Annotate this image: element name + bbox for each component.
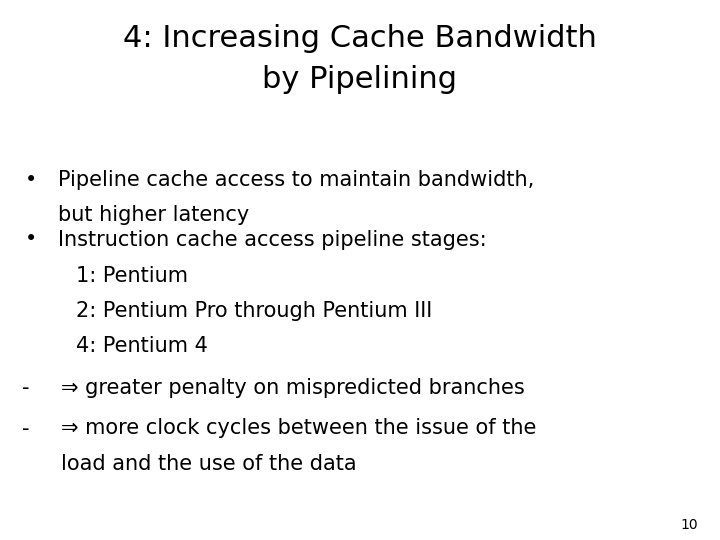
Text: 4: Increasing Cache Bandwidth
by Pipelining: 4: Increasing Cache Bandwidth by Pipelin… <box>123 24 597 94</box>
Text: ⇒ greater penalty on mispredicted branches: ⇒ greater penalty on mispredicted branch… <box>61 378 525 398</box>
Text: 1: Pentium: 1: Pentium <box>76 266 188 286</box>
Text: 2: Pentium Pro through Pentium III: 2: Pentium Pro through Pentium III <box>76 301 432 321</box>
Text: Pipeline cache access to maintain bandwidth,: Pipeline cache access to maintain bandwi… <box>58 170 534 190</box>
Text: but higher latency: but higher latency <box>58 205 249 225</box>
Text: 4: Pentium 4: 4: Pentium 4 <box>76 336 207 356</box>
Text: Instruction cache access pipeline stages:: Instruction cache access pipeline stages… <box>58 230 486 249</box>
Text: -: - <box>22 378 29 398</box>
Text: 10: 10 <box>681 518 698 532</box>
Text: •: • <box>25 170 37 190</box>
Text: -: - <box>22 418 29 438</box>
Text: load and the use of the data: load and the use of the data <box>61 454 357 474</box>
Text: ⇒ more clock cycles between the issue of the: ⇒ more clock cycles between the issue of… <box>61 418 536 438</box>
Text: •: • <box>25 230 37 249</box>
